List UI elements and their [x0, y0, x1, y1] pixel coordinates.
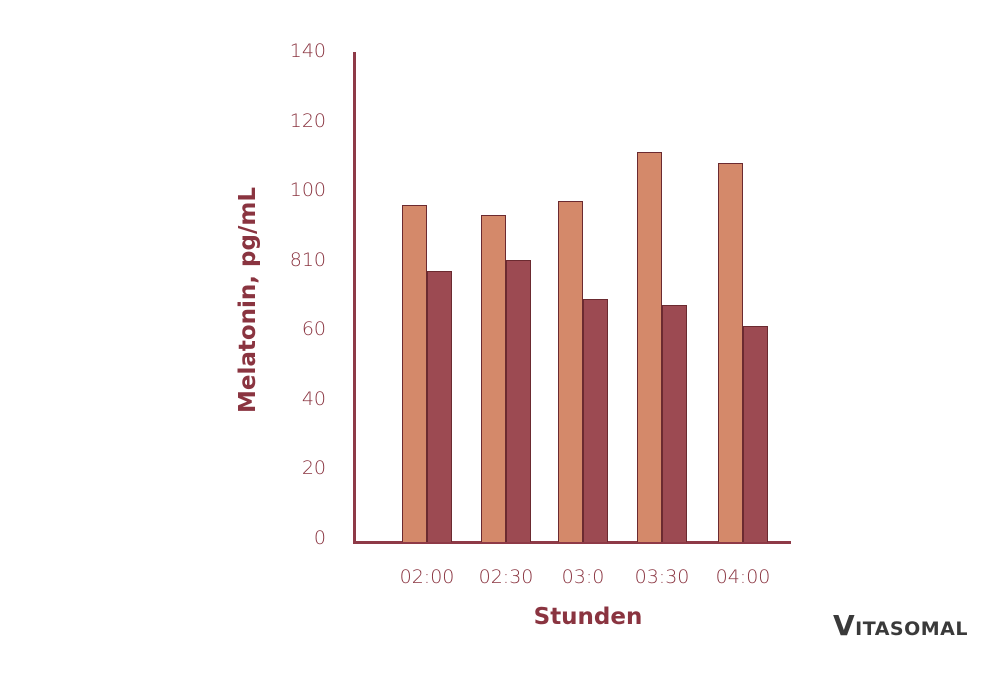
- y-axis-title: Melatonin, pg/mL: [235, 186, 261, 414]
- y-tick-label: 20: [301, 457, 326, 480]
- y-tick-label: 120: [289, 109, 326, 132]
- bar-0200-series-1: [402, 204, 427, 542]
- y-tick-label: 60: [301, 318, 326, 341]
- x-tick-label: 04:00: [715, 566, 771, 588]
- y-tick-label: 140: [289, 40, 326, 62]
- logo-initial: V: [833, 609, 856, 642]
- y-axis-line: [353, 52, 356, 544]
- bar-030-series-2: [583, 298, 608, 542]
- y-tick-label: 0: [313, 527, 326, 549]
- bar-0400-series-2: [743, 326, 768, 542]
- bar-0330-series-1: [637, 152, 662, 542]
- vitasomal-logo: VITASOMAL: [833, 609, 968, 642]
- bar-0400-series-1: [718, 162, 743, 542]
- x-tick-label: 03:0: [561, 566, 605, 588]
- bar-0200-series-2: [427, 270, 452, 542]
- y-tick-label: 40: [301, 387, 326, 410]
- bar-030-series-1: [558, 201, 583, 542]
- y-tick-label: 100: [289, 179, 326, 202]
- x-tick-label: 03:30: [634, 566, 690, 588]
- logo-rest: ITASOMAL: [855, 618, 968, 640]
- x-axis-title: Stunden: [533, 604, 643, 630]
- y-tick-label: 810: [289, 248, 326, 271]
- bar-0330-series-2: [662, 305, 687, 542]
- x-tick-label: 02:00: [399, 566, 455, 588]
- bar-0230-series-2: [506, 260, 531, 542]
- x-tick-label: 02:30: [478, 566, 534, 588]
- x-axis-line: [353, 541, 791, 544]
- bar-0230-series-1: [481, 215, 506, 542]
